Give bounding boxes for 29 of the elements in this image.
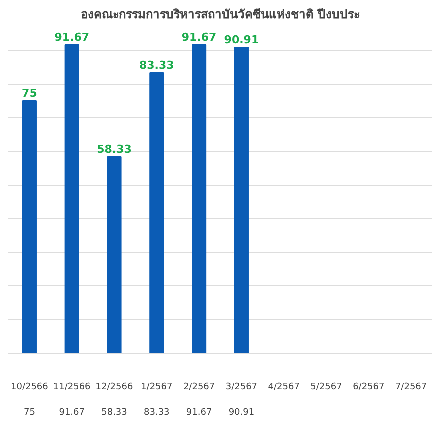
bar <box>192 44 207 354</box>
x-tick-label: 12/2566 <box>96 382 134 392</box>
annotation: 75 <box>22 87 38 100</box>
bar <box>234 47 249 354</box>
bar <box>107 156 122 354</box>
x-tick-label: 3/2567 <box>226 382 258 392</box>
bar <box>150 72 164 354</box>
x-tick-label: 4/2567 <box>268 382 300 392</box>
data-label: 91.67 <box>59 408 85 418</box>
x-tick-label: 6/2567 <box>353 382 385 392</box>
text: 91.67 <box>54 30 90 44</box>
x-tick-label: 5/2567 <box>310 382 342 392</box>
data-label: 90.91 <box>228 408 255 418</box>
data-label: 83.33 <box>144 408 170 418</box>
annotation: 83.33 <box>140 59 174 72</box>
data-label: 91.67 <box>186 408 212 418</box>
x-tick-label: 11/2566 <box>53 382 92 392</box>
data-label: 75 <box>24 408 36 418</box>
bar <box>64 44 80 354</box>
bar <box>22 100 37 354</box>
x-tick-label: 10/2566 <box>11 382 49 392</box>
annotation: 90.91 <box>224 34 260 47</box>
data-label: 58.33 <box>102 408 128 418</box>
x-tick-label: 1/2567 <box>141 382 173 392</box>
chart-title: องคณะกรรมการบริหารสถาบันวัคซีนแห่งชาติ ปีงบประ <box>80 8 360 22</box>
text: 91.67 <box>182 30 217 44</box>
x-tick-label: 7/2567 <box>395 382 428 392</box>
annotation: 58.33 <box>97 143 132 156</box>
x-tick-label: 2/2567 <box>183 382 216 392</box>
